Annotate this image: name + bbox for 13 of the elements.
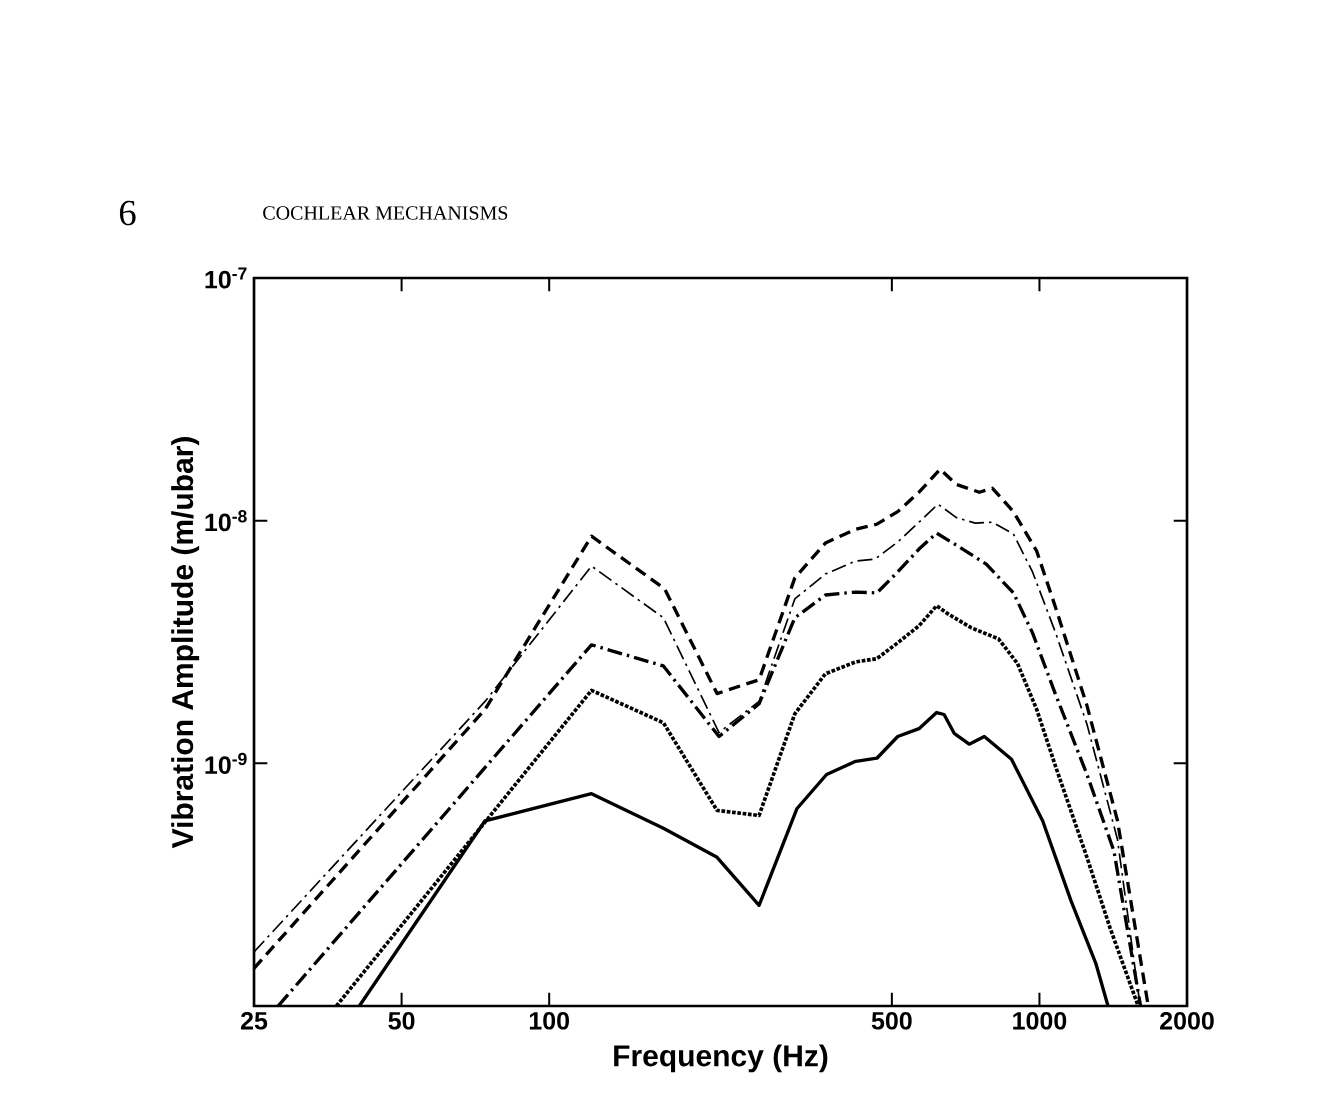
y-axis-title: Vibration Amplitude (m/ubar) — [171, 437, 200, 849]
x-tick-label: 500 — [871, 1011, 912, 1030]
x-axis-title: Frequency (Hz) — [614, 1044, 828, 1073]
x-tick-label: 100 — [529, 1011, 569, 1030]
text: COCHLEAR MECHANISMS — [263, 206, 508, 220]
text: 6 — [119, 200, 136, 226]
y-tick-label: 10$^{-7}$ — [205, 267, 247, 289]
y-tick-label: 10$^{-9}$ — [205, 752, 247, 774]
y-tick-label: 10$^{-8}$ — [205, 510, 247, 532]
x-tick-label: 50 — [388, 1011, 415, 1030]
x-tick-label: 2000 — [1160, 1011, 1214, 1030]
x-tick-label: 25 — [240, 1011, 268, 1030]
x-tick-label: 1000 — [1013, 1011, 1067, 1030]
